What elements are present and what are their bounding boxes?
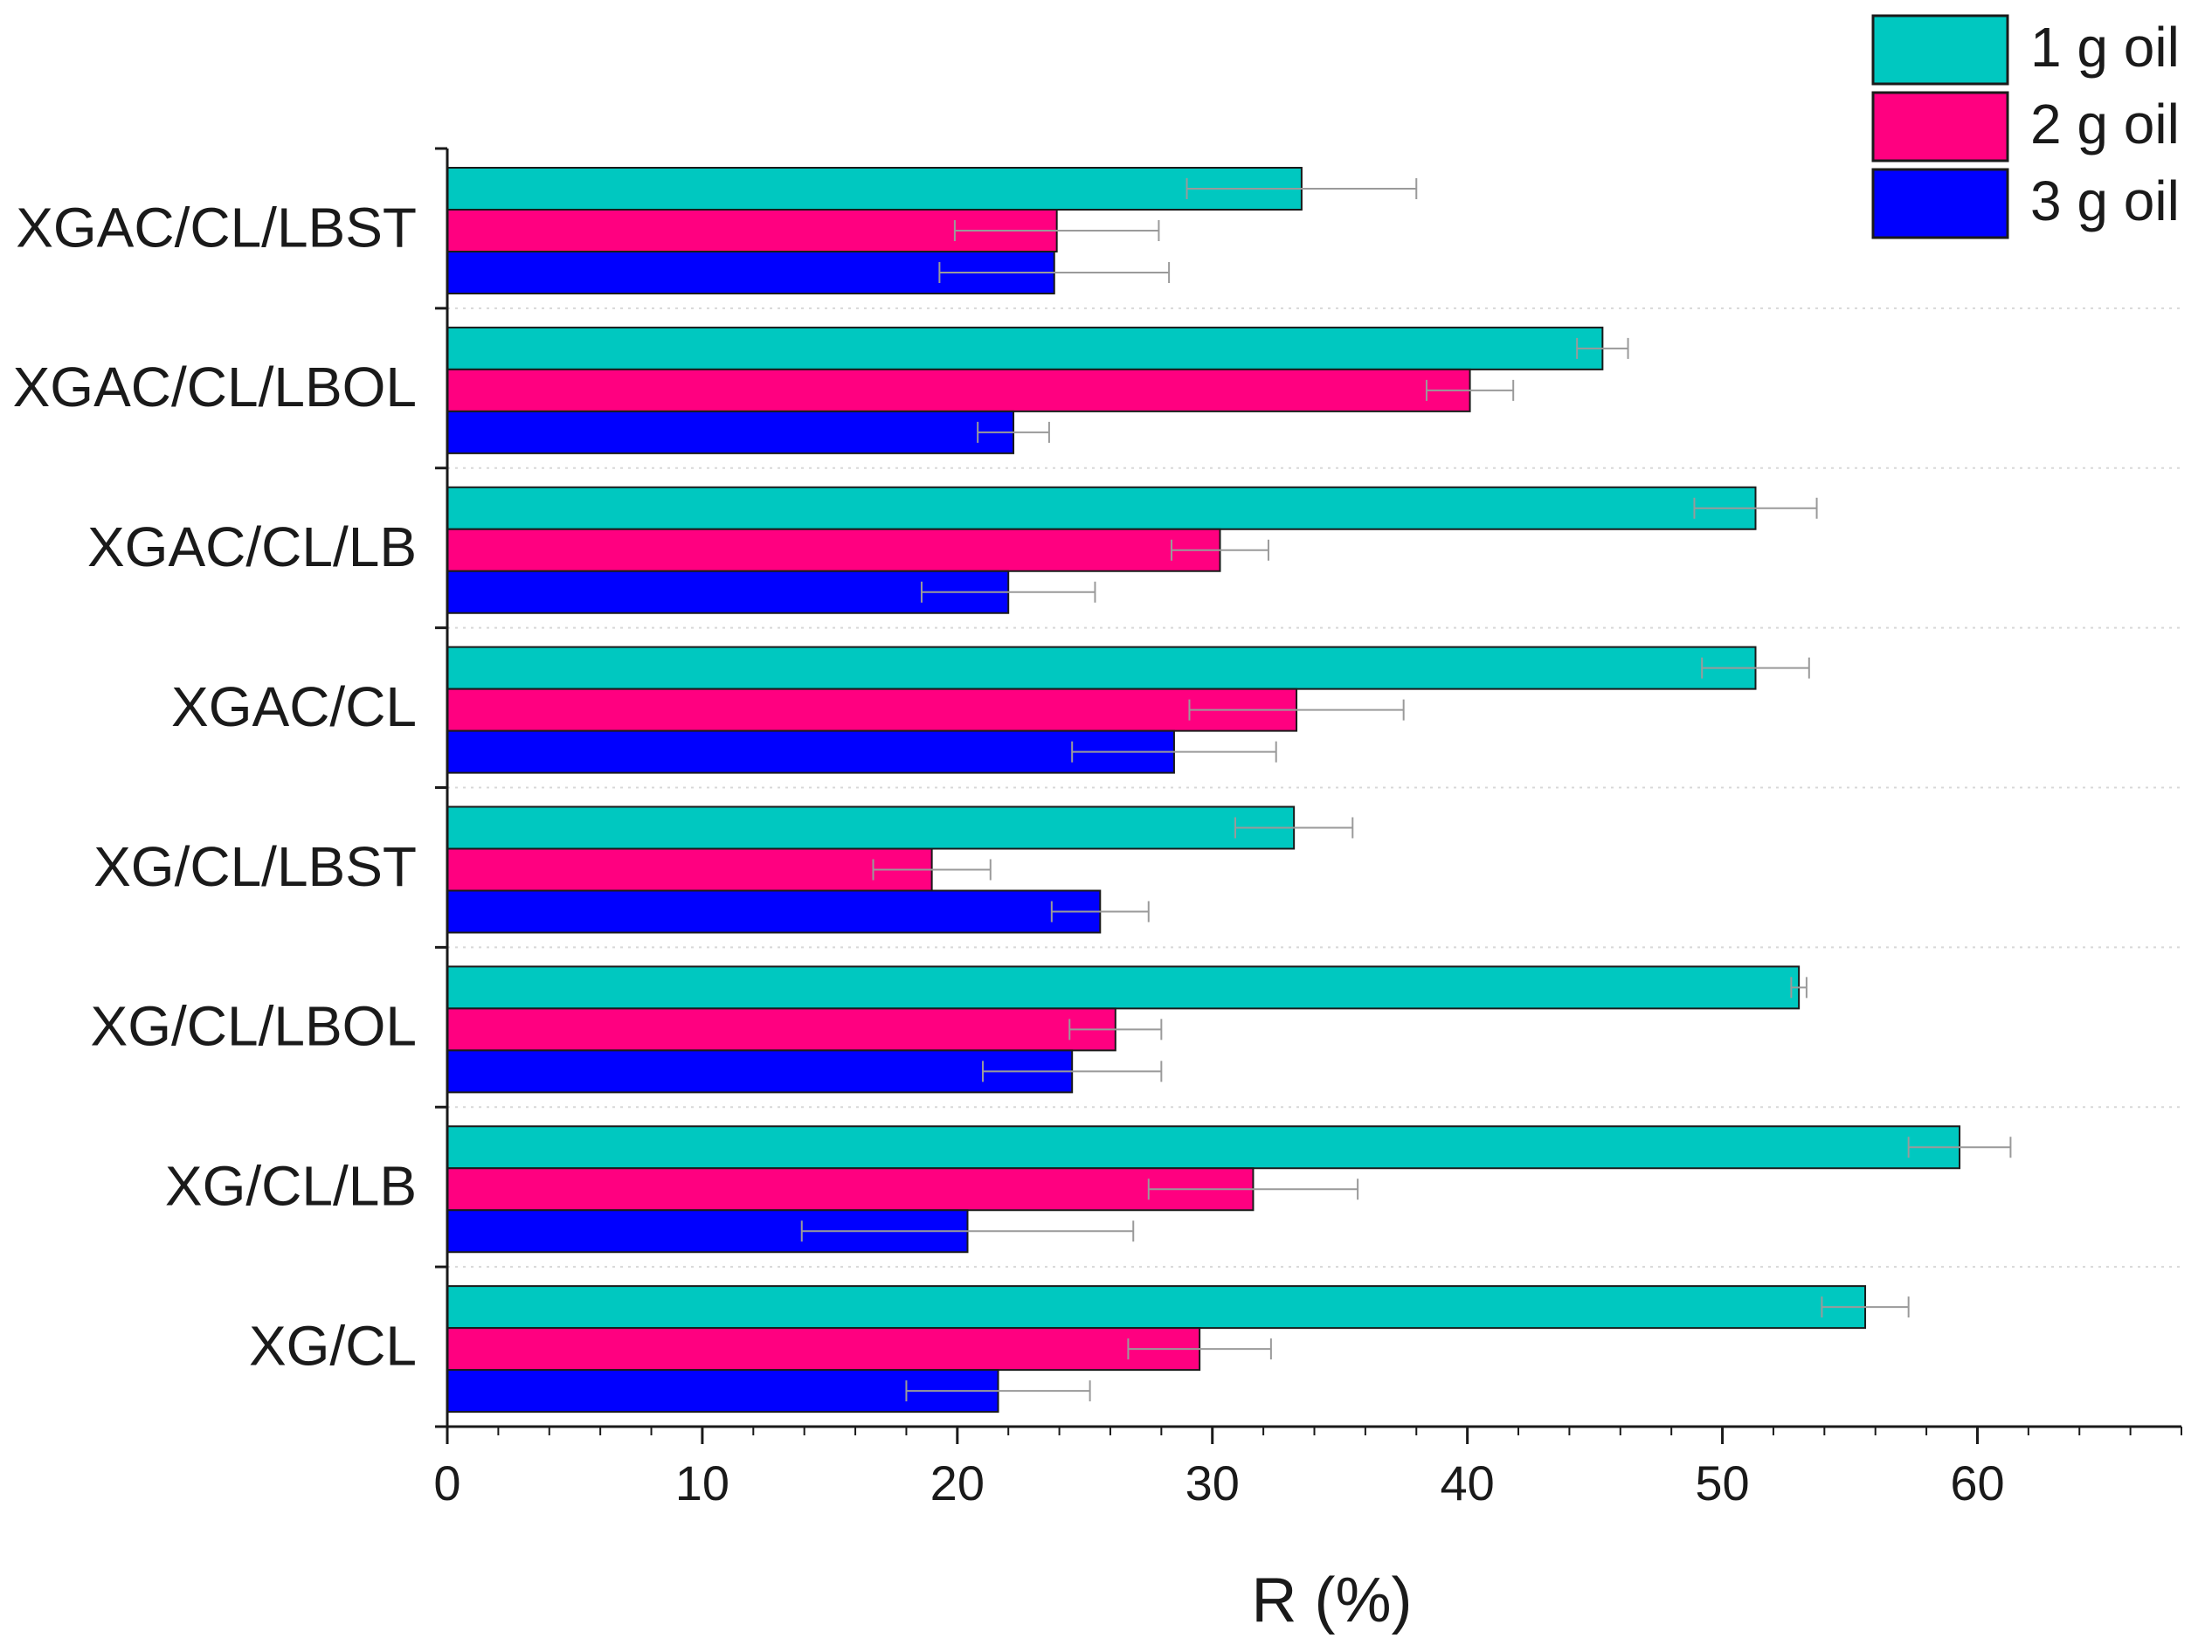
legend-swatch-2-g-oil bbox=[1871, 91, 2009, 162]
bar-xgac-cl-lbol-3-g-oil bbox=[446, 410, 1015, 454]
bar-xg-cl-lbst-2-g-oil bbox=[446, 847, 933, 892]
category-label: XG/CL/LBOL bbox=[91, 995, 418, 1058]
bar-xg-cl-2-g-oil bbox=[446, 1327, 1201, 1372]
bar-xgac-cl-lbol-1-g-oil bbox=[446, 326, 1604, 370]
legend-label-1-g-oil: 1 g oil bbox=[2030, 16, 2180, 79]
bar-xg-cl-lbol-2-g-oil bbox=[446, 1007, 1116, 1052]
bar-xg-cl-lbst-1-g-oil bbox=[446, 805, 1296, 850]
bar-xg-cl-1-g-oil bbox=[446, 1285, 1867, 1330]
x-tick-label: 30 bbox=[1185, 1455, 1240, 1510]
bar-xgac-cl-lbst-1-g-oil bbox=[446, 167, 1303, 211]
x-tick-label: 0 bbox=[433, 1455, 460, 1510]
bar-xg-cl-lb-1-g-oil bbox=[446, 1125, 1961, 1170]
axes-layer: XGAC/CL/LBST XGAC/CL/LBOL XGAC/CL/LB XGAC/C… bbox=[13, 147, 2182, 1635]
legend-swatch-3-g-oil bbox=[1871, 168, 2009, 239]
category-label: XG/CL bbox=[249, 1314, 417, 1377]
bar-xgac-cl-lb-2-g-oil bbox=[446, 528, 1221, 572]
category-label: XG/CL/LB bbox=[165, 1155, 417, 1218]
bar-xg-cl-lbol-3-g-oil bbox=[446, 1049, 1074, 1094]
legend-swatch-1-g-oil bbox=[1871, 14, 2009, 86]
category-label: XGAC/CL/LBOL bbox=[13, 356, 417, 418]
bar-xgac-cl-lb-1-g-oil bbox=[446, 486, 1757, 530]
bar-xg-cl-lbst-3-g-oil bbox=[446, 889, 1102, 934]
x-tick-label: 20 bbox=[930, 1455, 985, 1510]
x-tick-label: 60 bbox=[1950, 1455, 2004, 1510]
bar-xgac-cl-2-g-oil bbox=[446, 688, 1298, 732]
bar-xgac-cl-lbol-2-g-oil bbox=[446, 368, 1471, 412]
bars-layer bbox=[446, 167, 2181, 1414]
legend-label-3-g-oil: 3 g oil bbox=[2030, 169, 2180, 232]
x-tick-label: 40 bbox=[1440, 1455, 1494, 1510]
bar-xgac-cl-3-g-oil bbox=[446, 729, 1175, 774]
category-label: XG/CL/LBST bbox=[93, 835, 417, 898]
bar-xg-cl-lbol-1-g-oil bbox=[446, 965, 1801, 1010]
x-tick-label: 10 bbox=[675, 1455, 729, 1510]
bar-xgac-cl-lb-3-g-oil bbox=[446, 570, 1010, 614]
x-tick-label: 50 bbox=[1695, 1455, 1749, 1510]
category-label: XGAC/CL/LBST bbox=[16, 196, 417, 259]
x-axis-title: R (%) bbox=[1252, 1566, 1413, 1635]
bar-xg-cl-lb-2-g-oil bbox=[446, 1167, 1255, 1212]
bar-xgac-cl-1-g-oil bbox=[446, 646, 1757, 690]
legend: 1 g oil 2 g oil 3 g oil bbox=[1871, 14, 2180, 239]
category-label: XGAC/CL bbox=[171, 675, 417, 738]
category-label: XGAC/CL/LB bbox=[87, 515, 417, 578]
legend-label-2-g-oil: 2 g oil bbox=[2030, 93, 2180, 156]
